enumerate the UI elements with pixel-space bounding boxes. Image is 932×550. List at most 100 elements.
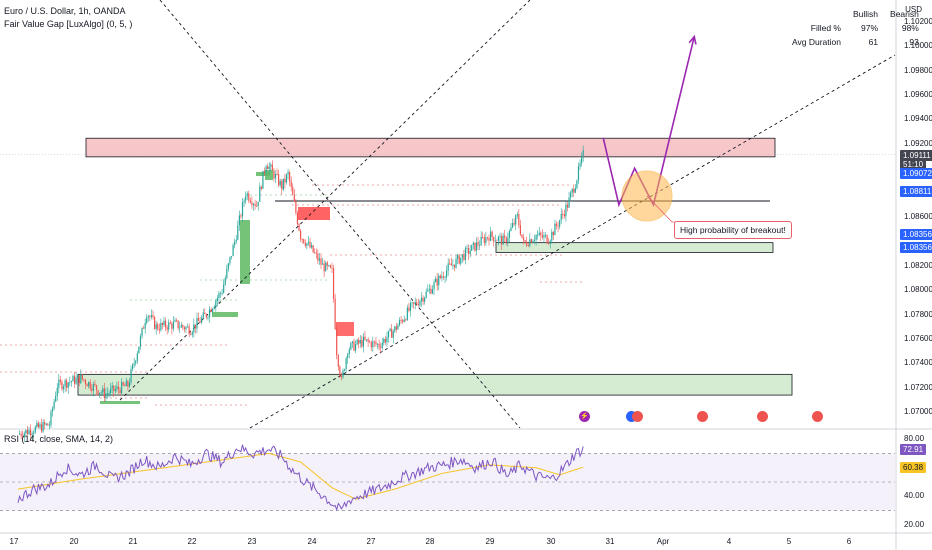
candle-body bbox=[398, 320, 401, 326]
candle-body bbox=[155, 324, 157, 329]
candle-body bbox=[466, 247, 468, 249]
candle-body bbox=[519, 225, 521, 235]
candle-body bbox=[251, 202, 253, 206]
candle-body bbox=[369, 341, 371, 343]
candle-body bbox=[238, 215, 240, 226]
candle-body bbox=[315, 252, 317, 254]
candle-body bbox=[413, 302, 415, 304]
candle-body bbox=[241, 202, 244, 217]
candle-body bbox=[577, 166, 580, 181]
candle-body bbox=[99, 392, 101, 395]
candle-body bbox=[391, 328, 393, 338]
candle-body bbox=[527, 245, 529, 247]
candle-body bbox=[117, 386, 120, 390]
candle-body bbox=[581, 155, 583, 164]
candle-body bbox=[532, 240, 534, 243]
candle-body bbox=[168, 322, 170, 330]
breakout-annotation[interactable]: High probability of breakout! bbox=[674, 221, 792, 239]
candle-body bbox=[146, 317, 148, 323]
candle-body bbox=[364, 336, 366, 340]
candle-body bbox=[439, 275, 441, 278]
candle-body bbox=[365, 339, 368, 341]
time-tick-label: 5 bbox=[786, 537, 792, 546]
bearish-fvg-box bbox=[336, 322, 354, 336]
candle-body bbox=[83, 379, 85, 381]
candle-body bbox=[267, 166, 269, 170]
price-tag: 1.08356 bbox=[900, 229, 932, 241]
candle-body bbox=[436, 278, 438, 286]
candle-body bbox=[147, 316, 149, 318]
rsi-tick-label: 80.00 bbox=[904, 434, 925, 444]
candle-body bbox=[193, 324, 195, 333]
candle-body bbox=[77, 375, 79, 378]
candle-body bbox=[323, 263, 325, 272]
candle-body bbox=[183, 327, 186, 330]
time-tick-label: 20 bbox=[69, 537, 79, 546]
candle-body bbox=[403, 319, 405, 322]
us-flag-icon[interactable] bbox=[812, 411, 823, 422]
candle-body bbox=[298, 223, 300, 231]
candle-body bbox=[431, 289, 434, 294]
candle-body bbox=[582, 150, 584, 156]
candle-body bbox=[552, 231, 554, 236]
us-flag-icon[interactable] bbox=[757, 411, 768, 422]
candle-body bbox=[321, 263, 324, 265]
candle-body bbox=[169, 322, 171, 324]
candle-body bbox=[508, 230, 511, 238]
candle-body bbox=[263, 170, 266, 173]
candle-body bbox=[161, 322, 164, 326]
stats-bullish-value: 61 bbox=[868, 37, 879, 47]
candle-body bbox=[420, 297, 423, 302]
candle-body bbox=[89, 381, 91, 389]
candle-body bbox=[433, 282, 435, 290]
candle-body bbox=[157, 324, 159, 330]
candle-body bbox=[469, 250, 471, 254]
candle-body bbox=[345, 358, 347, 370]
candle-body bbox=[464, 248, 467, 260]
candle-body bbox=[105, 393, 107, 399]
candle-body bbox=[59, 379, 61, 382]
candle-body bbox=[537, 234, 539, 236]
candle-body bbox=[152, 315, 154, 318]
candle-body bbox=[39, 424, 41, 428]
candle-body bbox=[293, 195, 295, 202]
candle-body bbox=[362, 336, 364, 347]
candle-body bbox=[224, 278, 226, 285]
candle-body bbox=[174, 320, 176, 322]
candle-body bbox=[419, 301, 421, 306]
candle-body bbox=[78, 375, 80, 384]
candle-body bbox=[279, 180, 281, 186]
candle-body bbox=[284, 178, 286, 183]
us-flag-icon[interactable] bbox=[632, 411, 643, 422]
price-tag: 1.08811 bbox=[900, 186, 932, 198]
candle-body bbox=[546, 235, 548, 244]
us-flag-icon[interactable] bbox=[697, 411, 708, 422]
candle-body bbox=[530, 239, 532, 243]
candle-body bbox=[522, 237, 525, 241]
flash-icon[interactable]: ⚡ bbox=[579, 411, 590, 422]
event-flag-icon[interactable] bbox=[626, 411, 637, 422]
stats-row-label: Filled % bbox=[810, 23, 841, 33]
candle-body bbox=[278, 174, 280, 186]
candle-body bbox=[25, 429, 27, 434]
candle-body bbox=[36, 422, 38, 427]
candle-body bbox=[172, 321, 175, 329]
candle-body bbox=[482, 236, 484, 238]
candle-body bbox=[270, 164, 272, 167]
candle-body bbox=[194, 324, 197, 329]
candle-body bbox=[392, 331, 394, 338]
candle-body bbox=[64, 380, 66, 387]
candle-body bbox=[149, 316, 151, 318]
candle-body bbox=[23, 433, 25, 438]
candle-body bbox=[565, 204, 567, 217]
candle-body bbox=[560, 214, 562, 221]
price-tick-label: 1.07400 bbox=[904, 358, 932, 368]
candle-body bbox=[72, 376, 74, 382]
candle-body bbox=[358, 339, 360, 344]
candle-body bbox=[245, 196, 247, 201]
candle-body bbox=[75, 377, 77, 384]
price-tag: 1.09072 bbox=[900, 167, 932, 179]
candle-body bbox=[307, 241, 310, 244]
candle-body bbox=[40, 424, 43, 432]
